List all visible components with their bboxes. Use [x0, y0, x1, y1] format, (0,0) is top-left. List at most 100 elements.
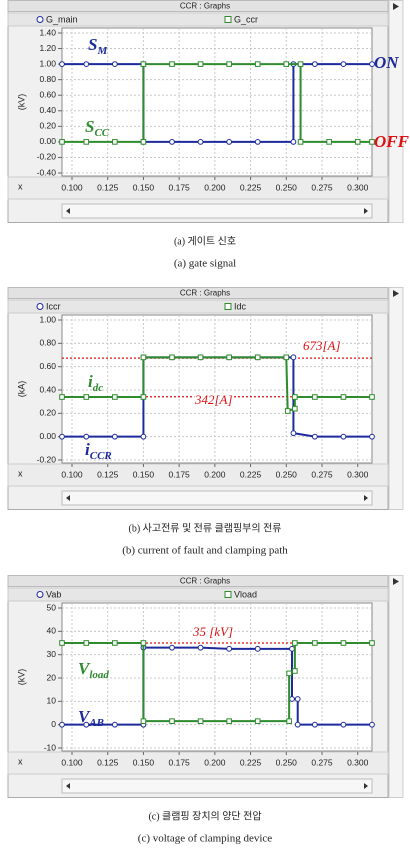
marker	[311, 433, 318, 440]
marker	[169, 354, 175, 361]
annotation-text: i	[88, 372, 93, 391]
x-tick-label: 0.100	[61, 757, 83, 767]
x-tick-label: 0.300	[347, 757, 369, 767]
legend-marker	[36, 16, 44, 23]
scroll-arrow	[66, 495, 70, 501]
x-tick-label: 0.250	[276, 182, 298, 192]
y-tick-label: 0.80	[39, 74, 56, 84]
marker	[294, 696, 301, 702]
marker	[111, 433, 118, 440]
marker	[197, 718, 204, 724]
chart-panel: CCR : Graphs Vab Vload (kV) -10 0 10 20 30 40 50 x 0…	[7, 575, 404, 845]
scroll-arrow	[66, 783, 70, 789]
marker	[197, 61, 204, 67]
marker	[83, 433, 90, 440]
marker	[140, 640, 147, 646]
marker	[286, 670, 292, 677]
marker	[297, 139, 304, 145]
marker	[283, 354, 290, 361]
x-tick-label: 0.200	[204, 757, 226, 767]
marker	[290, 138, 297, 145]
marker	[340, 61, 347, 68]
marker	[340, 433, 347, 440]
annotation: iCCR	[85, 440, 112, 462]
x-axis-label: x	[18, 756, 23, 766]
annotation: ON	[374, 53, 399, 72]
marker	[59, 721, 65, 728]
scrollbar	[61, 778, 373, 794]
marker	[283, 61, 290, 67]
y-tick-label: 0.40	[39, 384, 56, 394]
x-tick-label: 0.275	[311, 182, 333, 192]
marker	[140, 61, 147, 67]
y-tick-label: 20	[47, 672, 57, 682]
annotation-subscript: M	[96, 45, 108, 57]
legend-label: G_ccr	[234, 14, 258, 24]
side-arrow	[393, 578, 399, 585]
marker	[311, 721, 318, 728]
legend-bar	[7, 587, 389, 602]
marker	[369, 394, 375, 400]
legend-label: Vload	[234, 589, 257, 599]
legend-marker	[224, 591, 232, 598]
x-tick-label: 0.200	[204, 469, 226, 479]
marker	[289, 696, 295, 702]
y-tick-label: 0.80	[39, 338, 56, 348]
marker	[292, 640, 298, 646]
y-tick-label: 0.40	[39, 105, 56, 115]
marker	[312, 640, 318, 646]
annotation: SCC	[85, 117, 110, 139]
scroll-arrow	[66, 208, 70, 214]
marker	[111, 61, 118, 68]
x-tick-label: 0.225	[240, 469, 262, 479]
plot-area	[61, 314, 373, 464]
legend-label: Vab	[46, 589, 61, 599]
marker	[169, 61, 175, 67]
marker	[59, 61, 65, 68]
marker	[290, 430, 297, 437]
series-line	[62, 356, 372, 413]
marker	[354, 139, 361, 145]
caption-korean: (c) 클램핑 장치의 양단 전압	[148, 809, 261, 822]
marker	[254, 718, 261, 724]
panel-title: CCR : Graphs	[180, 2, 230, 11]
marker	[197, 138, 204, 145]
marker	[340, 394, 347, 400]
marker	[140, 718, 147, 724]
marker	[369, 640, 375, 646]
x-tick-label: 0.200	[204, 182, 226, 192]
x-tick-label: 0.100	[61, 182, 83, 192]
marker	[83, 61, 90, 68]
title-bar	[7, 0, 389, 12]
y-tick-label: 0.60	[39, 89, 56, 99]
series-line	[62, 646, 372, 726]
x-tick-label: 0.150	[133, 182, 155, 192]
marker	[169, 644, 175, 651]
caption-english: (a) gate signal	[174, 258, 236, 270]
y-tick-label: 0.60	[39, 361, 56, 371]
side-bar	[388, 287, 404, 510]
marker	[340, 721, 347, 728]
marker	[140, 354, 147, 361]
marker	[197, 644, 204, 651]
annotation: OFF	[374, 132, 410, 151]
marker	[83, 139, 90, 145]
legend-bar	[7, 299, 389, 314]
x-tick-label: 0.125	[97, 469, 119, 479]
x-tick-label: 0.250	[276, 757, 298, 767]
x-axis-label: x	[18, 468, 23, 478]
legend-marker	[36, 591, 44, 598]
marker	[369, 721, 375, 728]
y-tick-label: 0.20	[39, 121, 56, 131]
marker	[254, 354, 261, 361]
reference-label: 673[A]	[303, 338, 341, 353]
scroll-arrow	[364, 783, 368, 789]
annotation: SM	[88, 35, 108, 57]
marker	[292, 668, 298, 674]
marker	[111, 721, 118, 728]
marker	[59, 433, 65, 440]
y-tick-label: 0.20	[39, 408, 56, 418]
x-tick-label: 0.125	[97, 757, 119, 767]
marker	[369, 61, 375, 68]
